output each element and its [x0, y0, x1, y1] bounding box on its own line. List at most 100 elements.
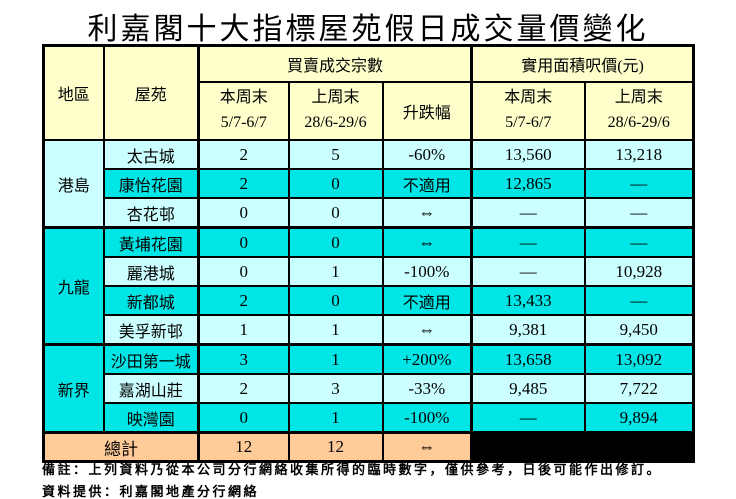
psf-this-cell: 9,485	[470, 373, 586, 404]
table-row: 新界 沙田第一城 3 1 +200% 13,658 13,092	[42, 343, 695, 434]
psf-this-cell: —	[470, 197, 586, 229]
estate-cell: 映灣園	[102, 402, 200, 434]
estate-cell: 杏花邨	[102, 197, 200, 229]
header-row-sub: 本周末 5/7-6/7 上周末 28/6-29/6 升跌幅 本周末 5/7-6/…	[44, 81, 695, 141]
estate-table: 地區 屋苑 買賣成交宗數 實用面積呎價(元) 本周末 5/7-6/7 上周末 2…	[42, 44, 696, 463]
estate-cell: 嘉湖山莊	[102, 373, 200, 404]
psf-this-cell: 12,865	[470, 168, 586, 199]
total-change-cell: ⇔	[381, 431, 473, 463]
region-cell: 九龍	[42, 226, 105, 346]
change-cell: ⇔	[381, 197, 473, 229]
psf-last-cell: 9,894	[583, 402, 695, 434]
psf-this-cell: —	[470, 256, 586, 287]
vol-this-cell: 2	[197, 168, 290, 199]
psf-last-cell: —	[583, 285, 695, 316]
psf-last-cell: 10,928	[583, 256, 695, 287]
vol-last-cell: 1	[287, 256, 384, 287]
psf-this-cell: 13,560	[470, 139, 586, 170]
header-vol-this-weekend: 本周末 5/7-6/7	[197, 81, 290, 141]
footnote-remark: 備註：上列資料乃從本公司分行網絡收集所得的臨時數字，僅供參考，日後可能作出修訂。	[42, 462, 663, 477]
estate-cell: 康怡花園	[102, 168, 200, 199]
header-vol-this-weekend-label: 本周末	[219, 89, 268, 107]
table-body: 港島 太古城 2 5 -60% 13,560 13,218 康怡花園 2 0 不…	[42, 139, 695, 434]
estate-cell: 新都城	[102, 285, 200, 316]
vol-this-cell: 0	[197, 197, 290, 229]
header-vol-last-weekend-dates: 28/6-29/6	[304, 114, 367, 131]
footnote-source: 資料提供：利嘉閣地產分行網絡	[42, 484, 260, 499]
vol-this-cell: 3	[197, 343, 290, 375]
vol-last-cell: 0	[287, 226, 384, 258]
change-cell: ⇔	[381, 226, 473, 258]
vol-this-cell: 2	[197, 373, 290, 404]
change-cell: -60%	[381, 139, 473, 170]
psf-last-cell: —	[583, 226, 695, 258]
vol-last-cell: 1	[287, 314, 384, 346]
psf-this-cell: 13,658	[470, 343, 586, 375]
table-footer: 總計 12 12 ⇔	[42, 431, 695, 463]
total-vol-this-cell: 12	[197, 431, 290, 463]
total-vol-last-cell: 12	[287, 431, 384, 463]
vol-last-cell: 1	[287, 343, 384, 375]
vol-last-cell: 5	[287, 139, 384, 170]
change-cell: -100%	[381, 256, 473, 287]
estate-cell: 太古城	[102, 139, 200, 170]
psf-last-cell: 13,092	[583, 343, 695, 375]
estate-cell: 麗港城	[102, 256, 200, 287]
change-cell: -100%	[381, 402, 473, 434]
total-blackout-cell	[470, 431, 695, 463]
change-cell: ⇔	[381, 314, 473, 346]
change-cell: 不適用	[381, 285, 473, 316]
estate-cell: 沙田第一城	[102, 343, 200, 375]
psf-this-cell: —	[470, 402, 586, 434]
header-estate: 屋苑	[102, 44, 200, 141]
header-vol-last-weekend: 上周末 28/6-29/6	[287, 81, 384, 141]
vol-last-cell: 1	[287, 402, 384, 434]
region-cell: 新界	[42, 343, 105, 434]
header-psf-last-weekend: 上周末 28/6-29/6	[583, 81, 695, 141]
psf-this-cell: —	[470, 226, 586, 258]
header-psf-this-weekend-label: 本周末	[504, 89, 553, 107]
vol-this-cell: 2	[197, 285, 290, 316]
psf-this-cell: 13,433	[470, 285, 586, 316]
psf-last-cell: 7,722	[583, 373, 695, 404]
vol-last-cell: 0	[287, 168, 384, 199]
header-psf-this-weekend: 本周末 5/7-6/7	[470, 81, 586, 141]
table-header: 地區 屋苑 買賣成交宗數 實用面積呎價(元) 本周末 5/7-6/7 上周末 2…	[42, 44, 695, 141]
vol-this-cell: 1	[197, 314, 290, 346]
header-price-group: 實用面積呎價(元)	[470, 44, 695, 83]
estate-cell: 美孚新邨	[102, 314, 200, 346]
vol-last-cell: 0	[287, 285, 384, 316]
region-cell: 港島	[42, 139, 105, 229]
vol-this-cell: 0	[197, 256, 290, 287]
table-row: 杏花邨 0 0 ⇔ — —	[44, 197, 695, 229]
change-cell: +200%	[381, 343, 473, 375]
psf-last-cell: —	[583, 168, 695, 199]
vol-this-cell: 0	[197, 402, 290, 434]
vol-this-cell: 0	[197, 226, 290, 258]
table-row: 麗港城 0 1 -100% — 10,928	[44, 256, 695, 287]
header-psf-last-weekend-dates: 28/6-29/6	[607, 114, 670, 131]
table-row: 嘉湖山莊 2 3 -33% 9,485 7,722	[44, 373, 695, 404]
psf-this-cell: 9,381	[470, 314, 586, 346]
table-row: 康怡花園 2 0 不適用 12,865 —	[44, 168, 695, 199]
change-cell: 不適用	[381, 168, 473, 199]
header-psf-this-weekend-dates: 5/7-6/7	[505, 114, 552, 131]
page-title: 利嘉閣十大指標屋苑假日成交量價變化	[87, 13, 649, 46]
change-cell: -33%	[381, 373, 473, 404]
table-row: 新都城 2 0 不適用 13,433 —	[44, 285, 695, 316]
psf-last-cell: 9,450	[583, 314, 695, 346]
estate-cell: 黃埔花園	[102, 226, 200, 258]
psf-last-cell: 13,218	[583, 139, 695, 170]
header-region: 地區	[42, 44, 105, 141]
header-vol-last-weekend-label: 上周末	[311, 89, 360, 107]
table-row: 美孚新邨 1 1 ⇔ 9,381 9,450	[44, 314, 695, 346]
header-vol-this-weekend-dates: 5/7-6/7	[220, 114, 267, 131]
total-label-cell: 總計	[42, 431, 200, 463]
vol-this-cell: 2	[197, 139, 290, 170]
table-row: 九龍 黃埔花園 0 0 ⇔ — —	[42, 226, 695, 346]
header-volume-group: 買賣成交宗數	[196, 44, 473, 83]
psf-last-cell: —	[583, 197, 695, 229]
header-change: 升跌幅	[381, 81, 473, 141]
vol-last-cell: 3	[287, 373, 384, 404]
